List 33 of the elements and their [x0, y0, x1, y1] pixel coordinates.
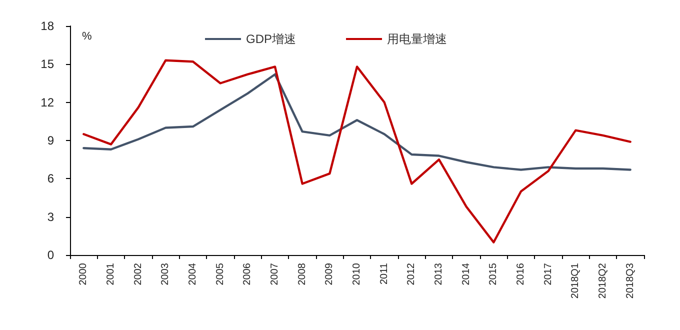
- x-tick-label: 2011: [378, 262, 390, 285]
- line-series: [82, 59, 632, 244]
- y-axis-title: %: [82, 30, 92, 42]
- legend-label: 用电量增速: [387, 32, 448, 46]
- x-tick-label: 2004: [188, 262, 198, 286]
- y-tick-label: 18: [40, 19, 54, 33]
- x-tick-label: 2012: [406, 262, 418, 286]
- x-tick-label: 2003: [160, 262, 172, 286]
- x-tick-label: 2005: [214, 262, 226, 286]
- y-tick-label: 9: [47, 134, 54, 148]
- x-tick-label: 2000: [78, 262, 90, 286]
- y-tick-label: 15: [40, 57, 54, 72]
- y-tick-label: 6: [47, 172, 54, 186]
- x-tick-label: 2013: [434, 262, 444, 286]
- x-tick-label: 2007: [270, 262, 280, 286]
- x-tick-label: 2015: [488, 262, 500, 286]
- x-tick-label: 2014: [460, 262, 472, 286]
- x-tick-label: 2001: [106, 262, 116, 286]
- x-tick-label: 2018Q3: [624, 262, 636, 299]
- line-series: [82, 73, 632, 171]
- y-tick-label: 3: [47, 210, 54, 224]
- x-tick-label: 2009: [324, 262, 336, 286]
- x-tick-label: 2002: [132, 262, 144, 286]
- x-tick-label: 2006: [242, 262, 254, 286]
- x-tick-label: 2010: [352, 262, 362, 286]
- x-tick-label: 2018Q1: [570, 262, 582, 299]
- x-tick-label: 2016: [516, 262, 526, 286]
- x-tick-label: 2008: [296, 262, 308, 286]
- y-tick-label: 0: [47, 248, 54, 262]
- legend-label: GDP增速: [246, 32, 296, 46]
- x-tick-label: 2017: [542, 262, 554, 286]
- y-tick-label: 12: [40, 95, 54, 110]
- x-tick-label: 2018Q2: [598, 262, 608, 299]
